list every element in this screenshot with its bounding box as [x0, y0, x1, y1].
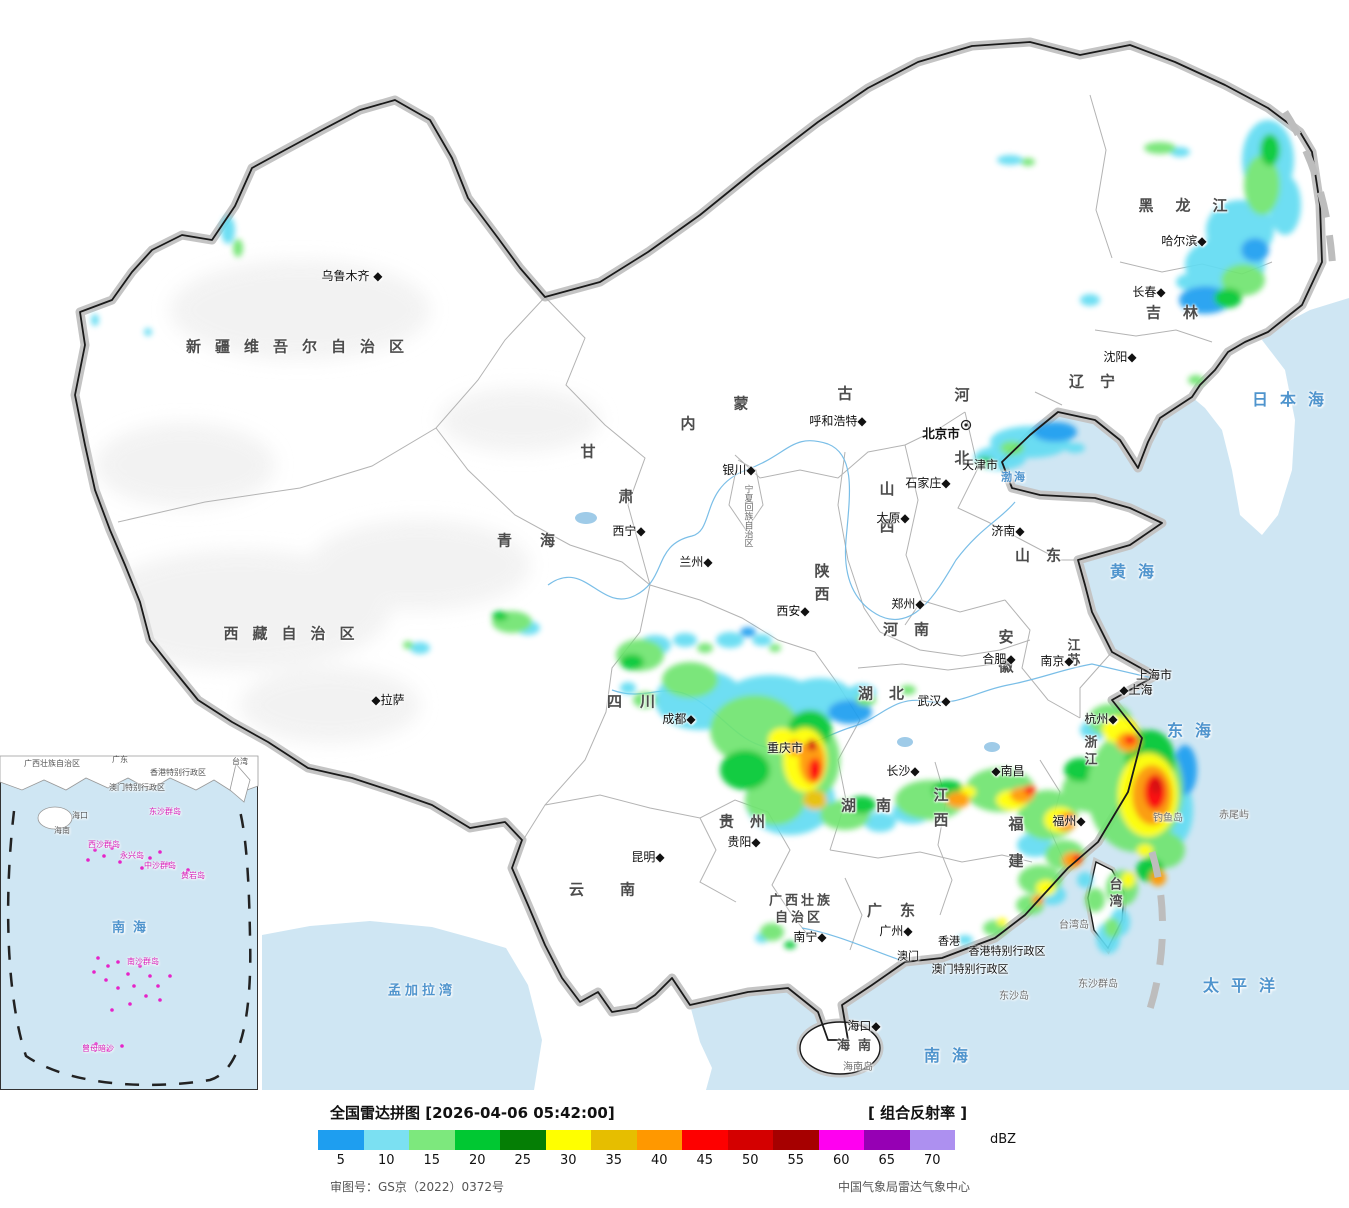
legend-cell-40: [636, 1130, 682, 1150]
legend-cell-65: [864, 1130, 910, 1150]
qinghai-lake: [575, 512, 597, 524]
inset-island-markers: [86, 846, 190, 1052]
legend-value-60: 60: [832, 1153, 850, 1168]
legend-value-5: 5: [336, 1153, 345, 1168]
legend-cell-20: [454, 1130, 500, 1150]
legend-value-40: 40: [650, 1153, 668, 1168]
legend-cell-5: [318, 1130, 364, 1150]
legend-value-20: 20: [468, 1153, 486, 1168]
south-china-sea-inset: [0, 755, 259, 1090]
bay-of-bengal-area: [262, 921, 542, 1090]
legend-value-10: 10: [377, 1153, 395, 1168]
inset-frame: [0, 756, 258, 1090]
colorbar: [318, 1130, 955, 1150]
terrain-layer: [90, 260, 600, 743]
credit: 中国气象局雷达气象中心: [838, 1180, 971, 1194]
pearl-river: [801, 927, 901, 961]
legend-value-45: 45: [696, 1153, 714, 1168]
map-title: 全国雷达拼图 [2026-04-06 05:42:00]: [330, 1104, 615, 1122]
legend-value-25: 25: [514, 1153, 532, 1168]
legend-cell-45: [682, 1130, 728, 1150]
unit-label: dBZ: [990, 1132, 1017, 1147]
hainan-island: [799, 1021, 881, 1075]
capital-symbol-beijing: [960, 419, 972, 431]
approval-number: 审图号：GS京（2022）0372号: [330, 1180, 504, 1194]
radar-map-svg: [0, 0, 1349, 1090]
product-name: [ 组合反射率 ]: [868, 1104, 968, 1122]
legend-value-55: 55: [787, 1153, 805, 1168]
legend-cell-10: [363, 1130, 409, 1150]
legend-value-65: 65: [878, 1153, 896, 1168]
legend-value-30: 30: [559, 1153, 577, 1168]
radar-echo-layer: [91, 120, 1301, 954]
province-boundaries: [117, 94, 1273, 951]
nine-dash-line: [6, 810, 252, 1087]
legend-cell-30: [545, 1130, 591, 1150]
legend-value-50: 50: [741, 1153, 759, 1168]
rivers-layer: [547, 440, 1153, 961]
legend-value-15: 15: [423, 1153, 441, 1168]
maritime-boundary-dashes: [1144, 110, 1337, 1017]
dongting-lake: [897, 737, 913, 747]
inset-hainan: [37, 806, 73, 830]
inset-taiwan: [229, 763, 251, 803]
legend-cell-70: [909, 1130, 955, 1150]
legend-panel: 全国雷达拼图 [2026-04-06 05:42:00] [ 组合反射率 ] d…: [0, 1090, 1349, 1208]
poyang-lake: [984, 742, 1000, 752]
yellow-river: [547, 440, 1016, 621]
colorbar-labels: 5 10 15 20 25 30 35 40 45 50 55 60 65 70: [318, 1153, 955, 1168]
sea-layer: [262, 298, 1349, 1090]
legend-cell-15: [409, 1130, 455, 1150]
legend-value-35: 35: [605, 1153, 623, 1168]
legend-cell-55: [773, 1130, 819, 1150]
legend-value-70: 70: [923, 1153, 941, 1168]
legend-cell-25: [500, 1130, 546, 1150]
china-radar-map: 新疆维吾尔自治区 西藏自治区 青海甘肃内蒙古宁夏回族自治区 陕西 山西 河北 山东 河南 江苏安…: [0, 0, 1349, 1090]
legend-cell-35: [591, 1130, 637, 1150]
legend-cell-60: [818, 1130, 864, 1150]
east-sea-area: [690, 298, 1349, 1090]
legend-cell-50: [727, 1130, 773, 1150]
